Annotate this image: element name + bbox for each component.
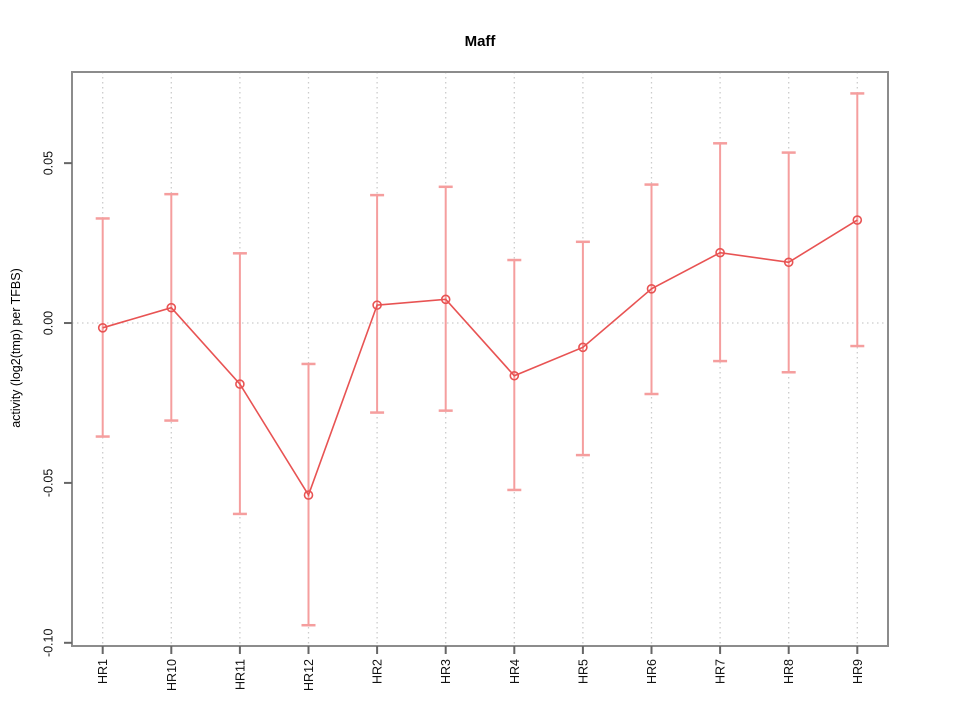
x-tick-label-HR5: HR5: [576, 659, 590, 684]
data-point-HR1: [97, 323, 108, 333]
data-point-HR2: [372, 300, 382, 310]
y-tick-label-0.05: 0.05: [42, 151, 56, 175]
x-tick-label-HR4: HR4: [508, 659, 522, 684]
data-point-HR3: [440, 294, 451, 305]
error-bar-HR2: [370, 193, 385, 414]
data-point-HR5: [578, 342, 588, 353]
x-tick-label-HR6: HR6: [645, 659, 659, 684]
x-tick-label-HR9: HR9: [851, 659, 865, 684]
y-tick-label-0.00: 0.00: [42, 311, 56, 335]
data-point-HR10: [166, 302, 177, 313]
x-tick-label-HR11: HR11: [233, 659, 247, 690]
data-point-HR4: [509, 370, 520, 381]
x-tick-label-HR2: HR2: [371, 659, 385, 684]
data-point-HR9: [852, 215, 863, 225]
data-point-HR8: [783, 257, 794, 268]
chart-title: Maff: [464, 33, 496, 50]
x-tick-label-HR8: HR8: [782, 659, 796, 684]
data-point-HR7: [715, 247, 725, 258]
y-tick-label--0.10: -0.10: [42, 629, 56, 658]
x-tick-label-HR12: HR12: [302, 659, 316, 691]
y-tick-label--0.05: -0.05: [42, 469, 56, 498]
x-tick-label-HR1: HR1: [96, 659, 110, 684]
series-line: [102, 219, 858, 497]
x-tick-label-HR7: HR7: [714, 659, 728, 684]
data-point-HR11: [235, 379, 245, 389]
data-point-HR6: [646, 284, 657, 294]
x-tick-label-HR3: HR3: [439, 659, 453, 684]
error-bar-HR9: [850, 92, 865, 348]
plot-border: [71, 71, 889, 647]
data-point-HR12: [303, 490, 314, 500]
x-tick-label-HR10: HR10: [165, 659, 179, 691]
error-bar-HR5: [575, 240, 590, 457]
